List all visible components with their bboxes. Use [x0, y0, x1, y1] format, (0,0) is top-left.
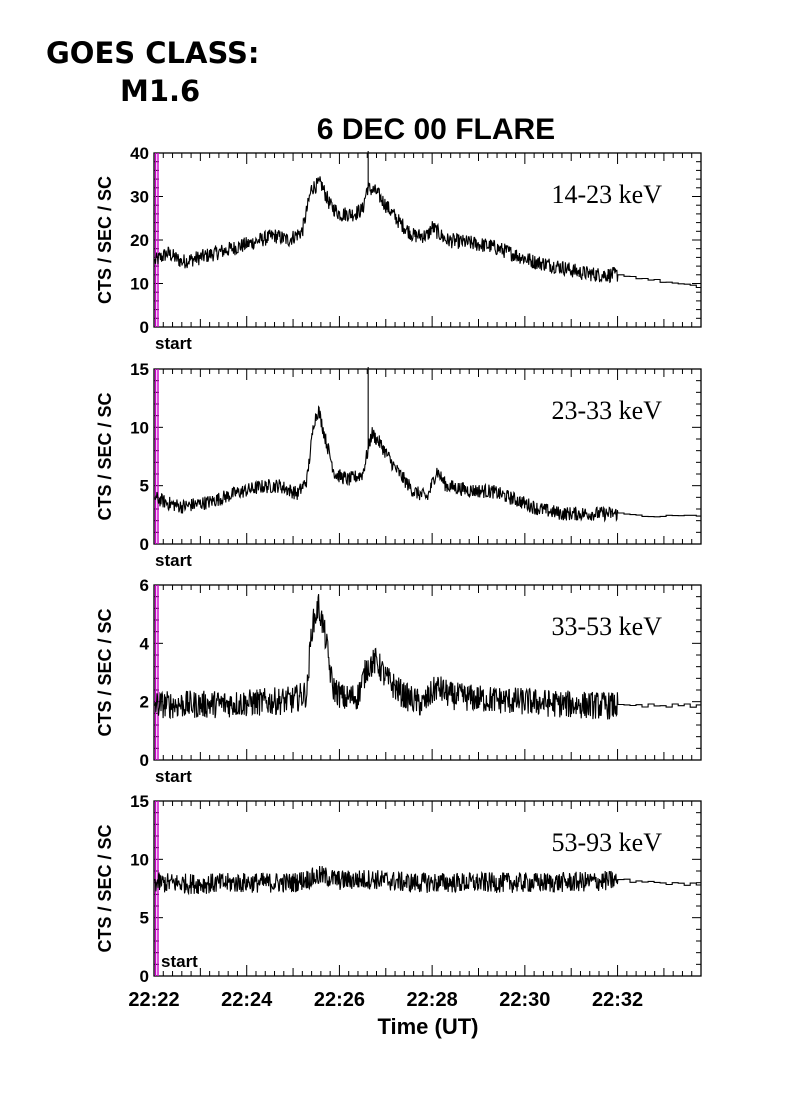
y-tick-label: 5 [140, 909, 149, 928]
lightcurve-trace [154, 405, 701, 523]
y-axis-label: CTS / SEC / SC [95, 608, 115, 736]
y-tick-label: 0 [140, 751, 149, 770]
panel-frame [153, 800, 702, 977]
chart-title: 6 DEC 00 FLARE [317, 113, 555, 146]
y-tick-label: 6 [140, 576, 149, 595]
lightcurve-trace [154, 594, 701, 720]
x-tick-label: 22:30 [499, 989, 550, 1011]
y-tick-label: 40 [130, 144, 149, 163]
energy-band-label: 14-23 keV [552, 180, 663, 209]
x-tick-label: 22:28 [407, 989, 458, 1011]
y-tick-label: 15 [130, 792, 149, 811]
y-axis-label: CTS / SEC / SC [95, 392, 115, 520]
energy-band-label: 53-93 keV [552, 828, 663, 857]
panel-4: 0 5 10 15 CTS / SEC / SC 53-93 keV start [95, 792, 702, 986]
panel-2: 0 5 10 15 CTS / SEC / SC 23-33 keV start [95, 360, 702, 570]
y-tick-label: 4 [140, 634, 150, 653]
panel-frame [153, 584, 702, 761]
start-label: start [155, 334, 192, 353]
x-tick-label: 22:32 [592, 989, 643, 1011]
y-tick-label: 2 [140, 693, 149, 712]
lightcurve-trace [154, 176, 701, 289]
y-tick-label: 0 [140, 535, 149, 554]
energy-band-label: 23-33 keV [552, 396, 663, 425]
y-tick-label: 10 [130, 275, 149, 294]
x-tick-label: 22:26 [314, 989, 365, 1011]
y-tick-label: 5 [140, 477, 149, 496]
x-axis-label: Time (UT) [377, 1014, 478, 1039]
goes-class-label: GOES CLASS: M1.6 [46, 34, 260, 110]
y-tick-label: 0 [140, 318, 149, 337]
y-tick-label: 10 [130, 850, 149, 869]
panel-frame [153, 368, 702, 545]
panel-1: 0 10 20 30 40 CTS / SEC / SC 14-23 keV start [95, 144, 702, 353]
goes-class-line: GOES CLASS: [46, 36, 260, 70]
y-tick-label: 30 [130, 188, 149, 207]
x-tick-label: 22:24 [221, 989, 273, 1011]
y-axis-label: CTS / SEC / SC [95, 824, 115, 952]
y-tick-label: 0 [140, 967, 149, 986]
start-label: start [161, 952, 198, 971]
x-tick-label: 22:22 [128, 989, 179, 1011]
y-tick-label: 15 [130, 360, 149, 379]
panel-3: 0 2 4 6 CTS / SEC / SC 33-53 keV start [95, 576, 702, 786]
lightcurve-trace [154, 865, 701, 896]
y-tick-label: 10 [130, 418, 149, 437]
start-label: start [155, 551, 192, 570]
energy-band-label: 33-53 keV [552, 612, 663, 641]
x-tick-labels: 22:22 22:24 22:26 22:28 22:30 22:32 [128, 989, 643, 1011]
goes-class-value: M1.6 [120, 74, 201, 108]
y-axis-label: CTS / SEC / SC [95, 176, 115, 304]
start-label: start [155, 767, 192, 786]
y-tick-label: 20 [130, 231, 149, 250]
